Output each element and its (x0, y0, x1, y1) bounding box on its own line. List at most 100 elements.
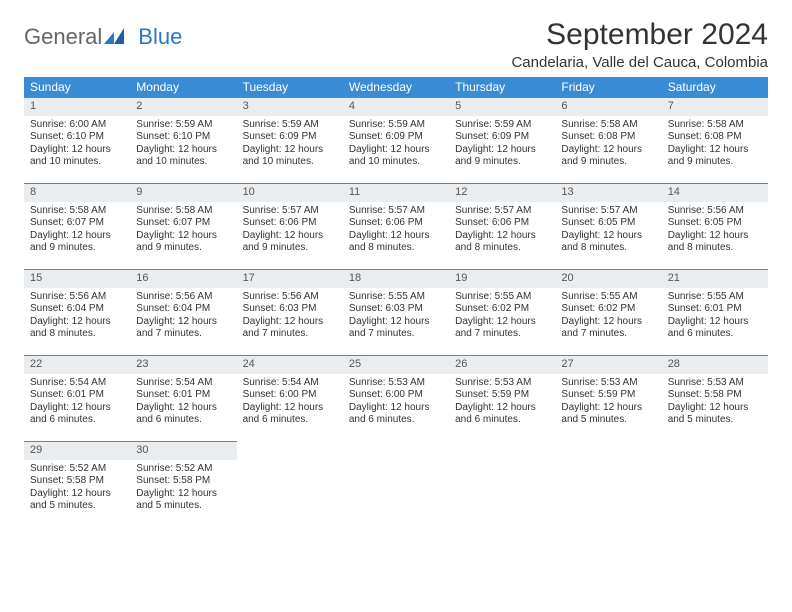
daylight-text: and 10 minutes. (243, 156, 337, 169)
calendar-cell: 15Sunrise: 5:56 AMSunset: 6:04 PMDayligh… (24, 269, 130, 355)
sunrise-text: Sunrise: 6:00 AM (30, 119, 124, 132)
day-body: Sunrise: 5:57 AMSunset: 6:06 PMDaylight:… (343, 202, 449, 259)
day-body: Sunrise: 5:59 AMSunset: 6:10 PMDaylight:… (130, 116, 236, 173)
day-body: Sunrise: 5:57 AMSunset: 6:06 PMDaylight:… (237, 202, 343, 259)
day-header: Wednesday (343, 77, 449, 97)
day-body: Sunrise: 5:59 AMSunset: 6:09 PMDaylight:… (343, 116, 449, 173)
sunrise-text: Sunrise: 5:57 AM (243, 205, 337, 218)
day-body: Sunrise: 5:56 AMSunset: 6:05 PMDaylight:… (662, 202, 768, 259)
day-number: 21 (662, 269, 768, 288)
header: General Blue September 2024 Candelaria, … (24, 18, 768, 71)
daylight-text: and 7 minutes. (455, 328, 549, 341)
day-number: 2 (130, 97, 236, 116)
sunrise-text: Sunrise: 5:58 AM (668, 119, 762, 132)
calendar-cell: 13Sunrise: 5:57 AMSunset: 6:05 PMDayligh… (555, 183, 661, 269)
daylight-text: Daylight: 12 hours (455, 144, 549, 157)
daylight-text: Daylight: 12 hours (30, 488, 124, 501)
day-body: Sunrise: 6:00 AMSunset: 6:10 PMDaylight:… (24, 116, 130, 173)
sunrise-text: Sunrise: 5:57 AM (349, 205, 443, 218)
day-body: Sunrise: 5:56 AMSunset: 6:04 PMDaylight:… (130, 288, 236, 345)
day-number: 14 (662, 183, 768, 202)
daylight-text: Daylight: 12 hours (455, 402, 549, 415)
day-body: Sunrise: 5:55 AMSunset: 6:02 PMDaylight:… (555, 288, 661, 345)
calendar-cell: 21Sunrise: 5:55 AMSunset: 6:01 PMDayligh… (662, 269, 768, 355)
day-number: 19 (449, 269, 555, 288)
sunset-text: Sunset: 5:58 PM (30, 475, 124, 488)
daylight-text: Daylight: 12 hours (668, 144, 762, 157)
day-number: 9 (130, 183, 236, 202)
sunrise-text: Sunrise: 5:52 AM (136, 463, 230, 476)
daylight-text: and 9 minutes. (561, 156, 655, 169)
calendar-cell: 12Sunrise: 5:57 AMSunset: 6:06 PMDayligh… (449, 183, 555, 269)
day-number: 17 (237, 269, 343, 288)
day-number: 26 (449, 355, 555, 374)
page-subtitle: Candelaria, Valle del Cauca, Colombia (511, 54, 768, 71)
logo-text-1: General (24, 24, 102, 50)
day-header: Thursday (449, 77, 555, 97)
sunset-text: Sunset: 6:03 PM (349, 303, 443, 316)
calendar-cell: 11Sunrise: 5:57 AMSunset: 6:06 PMDayligh… (343, 183, 449, 269)
day-body: Sunrise: 5:55 AMSunset: 6:02 PMDaylight:… (449, 288, 555, 345)
day-body: Sunrise: 5:53 AMSunset: 6:00 PMDaylight:… (343, 374, 449, 431)
sunset-text: Sunset: 5:59 PM (561, 389, 655, 402)
day-body: Sunrise: 5:53 AMSunset: 5:59 PMDaylight:… (555, 374, 661, 431)
day-number: 7 (662, 97, 768, 116)
calendar-week: 22Sunrise: 5:54 AMSunset: 6:01 PMDayligh… (24, 355, 768, 441)
calendar-cell: 28Sunrise: 5:53 AMSunset: 5:58 PMDayligh… (662, 355, 768, 441)
day-number: 10 (237, 183, 343, 202)
sunset-text: Sunset: 6:05 PM (561, 217, 655, 230)
calendar-cell: 8Sunrise: 5:58 AMSunset: 6:07 PMDaylight… (24, 183, 130, 269)
daylight-text: and 7 minutes. (561, 328, 655, 341)
daylight-text: and 8 minutes. (668, 242, 762, 255)
calendar-cell: 20Sunrise: 5:55 AMSunset: 6:02 PMDayligh… (555, 269, 661, 355)
day-number: 23 (130, 355, 236, 374)
day-number: 6 (555, 97, 661, 116)
daylight-text: Daylight: 12 hours (455, 316, 549, 329)
calendar-cell: 1Sunrise: 6:00 AMSunset: 6:10 PMDaylight… (24, 97, 130, 183)
calendar-cell: .. (662, 441, 768, 527)
sunrise-text: Sunrise: 5:53 AM (455, 377, 549, 390)
day-number: 8 (24, 183, 130, 202)
daylight-text: and 5 minutes. (668, 414, 762, 427)
daylight-text: Daylight: 12 hours (243, 316, 337, 329)
calendar-week: 8Sunrise: 5:58 AMSunset: 6:07 PMDaylight… (24, 183, 768, 269)
daylight-text: Daylight: 12 hours (136, 144, 230, 157)
daylight-text: and 8 minutes. (561, 242, 655, 255)
daylight-text: Daylight: 12 hours (349, 230, 443, 243)
day-number: 20 (555, 269, 661, 288)
page-title: September 2024 (511, 18, 768, 52)
daylight-text: and 8 minutes. (455, 242, 549, 255)
daylight-text: Daylight: 12 hours (668, 402, 762, 415)
calendar-body: 1Sunrise: 6:00 AMSunset: 6:10 PMDaylight… (24, 97, 768, 527)
calendar-cell: 10Sunrise: 5:57 AMSunset: 6:06 PMDayligh… (237, 183, 343, 269)
logo-text-2: Blue (138, 24, 182, 50)
daylight-text: and 5 minutes. (30, 500, 124, 513)
daylight-text: Daylight: 12 hours (561, 316, 655, 329)
calendar-cell: .. (555, 441, 661, 527)
day-number: 25 (343, 355, 449, 374)
sunset-text: Sunset: 6:04 PM (136, 303, 230, 316)
sunrise-text: Sunrise: 5:57 AM (455, 205, 549, 218)
sunrise-text: Sunrise: 5:56 AM (243, 291, 337, 304)
daylight-text: Daylight: 12 hours (668, 230, 762, 243)
daylight-text: and 6 minutes. (243, 414, 337, 427)
daylight-text: and 10 minutes. (349, 156, 443, 169)
sunrise-text: Sunrise: 5:56 AM (668, 205, 762, 218)
daylight-text: Daylight: 12 hours (30, 316, 124, 329)
calendar-cell: 5Sunrise: 5:59 AMSunset: 6:09 PMDaylight… (449, 97, 555, 183)
calendar-cell: 2Sunrise: 5:59 AMSunset: 6:10 PMDaylight… (130, 97, 236, 183)
sunrise-text: Sunrise: 5:53 AM (668, 377, 762, 390)
day-number: 5 (449, 97, 555, 116)
day-number: 13 (555, 183, 661, 202)
day-body: Sunrise: 5:56 AMSunset: 6:04 PMDaylight:… (24, 288, 130, 345)
sunset-text: Sunset: 6:09 PM (243, 131, 337, 144)
daylight-text: Daylight: 12 hours (668, 316, 762, 329)
daylight-text: and 5 minutes. (561, 414, 655, 427)
sunrise-text: Sunrise: 5:54 AM (30, 377, 124, 390)
calendar-head: SundayMondayTuesdayWednesdayThursdayFrid… (24, 77, 768, 97)
day-body: Sunrise: 5:59 AMSunset: 6:09 PMDaylight:… (449, 116, 555, 173)
calendar-cell: 23Sunrise: 5:54 AMSunset: 6:01 PMDayligh… (130, 355, 236, 441)
daylight-text: and 6 minutes. (30, 414, 124, 427)
day-body: Sunrise: 5:55 AMSunset: 6:01 PMDaylight:… (662, 288, 768, 345)
daylight-text: Daylight: 12 hours (561, 144, 655, 157)
